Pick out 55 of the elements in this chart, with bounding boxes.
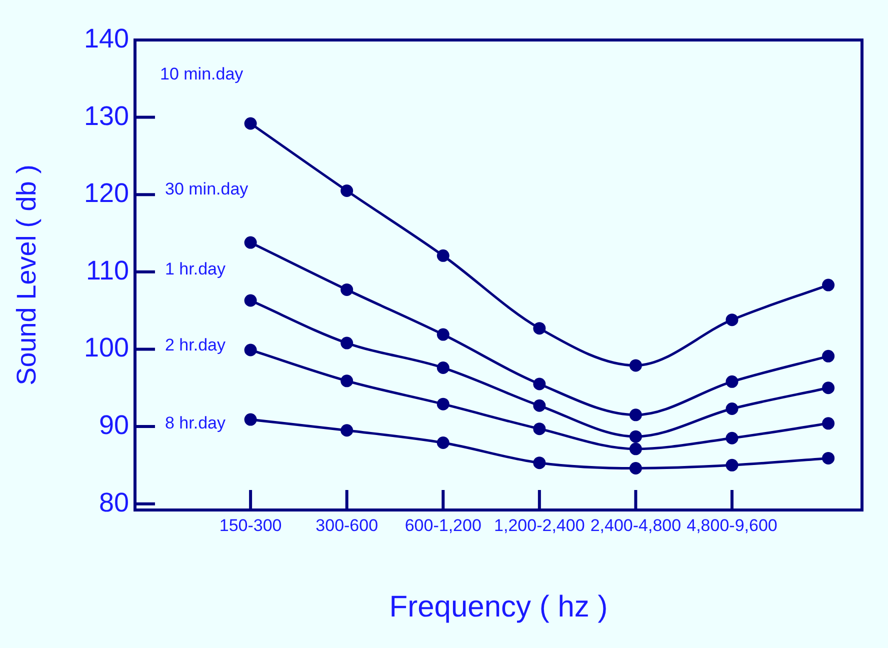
point	[244, 117, 257, 130]
point	[822, 417, 835, 430]
point	[533, 378, 546, 390]
y-tick-label: 90	[98, 410, 129, 440]
point	[436, 249, 450, 262]
x-axis-title: Frequency ( hz )	[389, 590, 608, 624]
point	[629, 359, 642, 372]
y-tick-label: 140	[84, 23, 129, 54]
point	[436, 398, 450, 410]
point	[726, 314, 738, 326]
x-tick-label: 4,800-9,600	[686, 516, 778, 535]
point	[822, 382, 835, 394]
point	[822, 452, 835, 464]
x-tick-label: 600-1,200	[404, 516, 482, 535]
point	[533, 322, 546, 335]
y-tick-label: 110	[86, 255, 129, 286]
point	[340, 336, 354, 350]
point	[822, 278, 835, 292]
text: 10 min.day	[160, 64, 244, 84]
point	[244, 294, 257, 307]
point	[340, 184, 354, 197]
point	[726, 432, 738, 444]
point	[726, 375, 738, 388]
legend-label: 8 hr.day	[165, 414, 226, 433]
point	[726, 402, 738, 415]
point	[244, 236, 257, 249]
point	[533, 399, 546, 412]
x-tick-label: 150-300	[219, 516, 282, 535]
y-tick-label: 100	[84, 332, 129, 363]
point	[340, 374, 354, 388]
point	[629, 408, 642, 422]
y-tick-label: 130	[84, 100, 129, 131]
x-tick-label: 2,400-4,800	[590, 516, 682, 535]
y-tick-label: 80	[98, 487, 129, 518]
point	[436, 436, 450, 449]
point	[340, 424, 354, 437]
y-axis-title: Sound Level ( db )	[12, 164, 42, 386]
point	[629, 430, 642, 443]
point	[629, 462, 642, 475]
x-tick-label: 300-600	[316, 516, 378, 535]
point	[629, 442, 642, 456]
point	[436, 362, 450, 374]
y-tick-label: 120	[84, 178, 129, 208]
point	[340, 283, 354, 296]
point	[726, 458, 738, 472]
point	[244, 344, 257, 356]
point	[822, 350, 835, 362]
legend-label: 1 hr.day	[165, 260, 226, 279]
point	[533, 422, 546, 436]
legend-label: 2 hr.day	[165, 336, 226, 355]
point	[244, 413, 257, 426]
legend-label: 30 min.day	[165, 180, 249, 199]
point	[436, 328, 450, 341]
x-tick-label: 1,200-2,400	[494, 516, 585, 535]
point	[533, 456, 546, 470]
